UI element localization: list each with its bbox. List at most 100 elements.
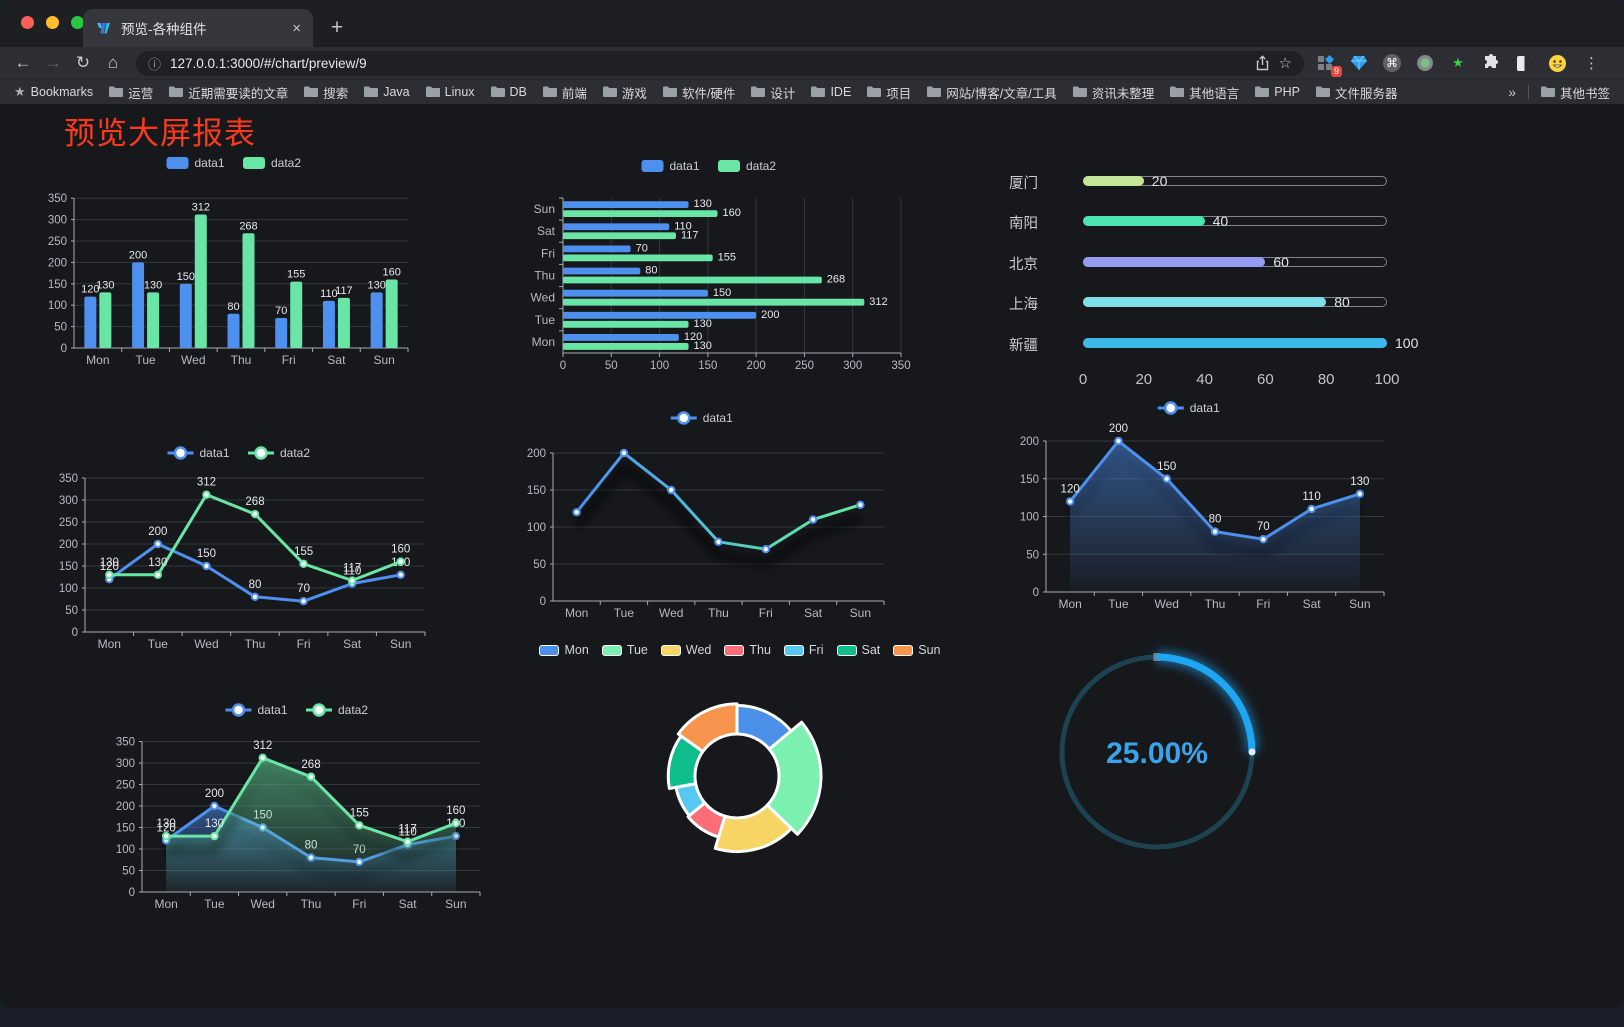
svg-text:Sat: Sat: [804, 606, 823, 620]
bookmark-folder[interactable]: 前端: [542, 83, 587, 102]
svg-text:312: 312: [192, 201, 210, 213]
forward-icon[interactable]: →: [44, 53, 62, 72]
bookmark-folder[interactable]: 设计: [751, 83, 795, 102]
bookmark-folder[interactable]: 项目: [867, 83, 911, 102]
svg-text:300: 300: [48, 215, 67, 227]
other-bookmarks-folder[interactable]: 其他书签: [1540, 83, 1610, 102]
svg-text:250: 250: [795, 360, 814, 372]
back-icon[interactable]: ←: [14, 53, 32, 72]
bookmark-folder[interactable]: 游戏: [602, 83, 647, 102]
svg-text:25.00%: 25.00%: [1106, 737, 1208, 770]
svg-text:data1: data1: [703, 411, 733, 425]
svg-text:Tue: Tue: [535, 313, 556, 327]
extensions-puzzle-icon[interactable]: [1481, 53, 1501, 73]
svg-text:Mon: Mon: [1058, 597, 1081, 611]
svg-text:data1: data1: [200, 446, 230, 460]
address-bar[interactable]: ⓘ 127.0.0.1:3000/#/chart/preview/9 ☆: [136, 50, 1304, 76]
svg-text:80: 80: [249, 579, 262, 591]
zoom-window-button[interactable]: [71, 16, 84, 29]
bookmark-folder[interactable]: 软件/硬件: [662, 83, 735, 102]
svg-text:130: 130: [205, 818, 224, 830]
pie-legend-item[interactable]: Mon: [539, 643, 589, 657]
extension-emoji-icon[interactable]: [1547, 53, 1567, 73]
extension-record-icon[interactable]: [1415, 53, 1435, 73]
bookmark-folder[interactable]: 近期需要读的文章: [169, 83, 288, 102]
bookmark-folder[interactable]: 文件服务器: [1315, 83, 1397, 102]
bookmark-folder[interactable]: 搜索: [304, 83, 348, 102]
svg-text:110: 110: [343, 566, 361, 578]
reload-icon[interactable]: ↻: [75, 53, 91, 72]
extension-green-star-icon[interactable]: ★: [1452, 55, 1464, 70]
svg-text:117: 117: [343, 563, 361, 575]
svg-text:120: 120: [100, 561, 119, 573]
home-icon[interactable]: ⌂: [107, 53, 119, 72]
line-chart-gradient: data1 0 50 100 150 200 Mon Tue Wed Thu Fri Sat Sun: [510, 405, 898, 627]
bookmark-star-icon[interactable]: ☆: [1278, 55, 1292, 72]
svg-text:130: 130: [157, 818, 176, 830]
bookmark-folder[interactable]: 资讯未整理: [1072, 83, 1154, 102]
progress-fill: [1083, 176, 1144, 186]
bookmark-folder[interactable]: 其他语言: [1170, 83, 1239, 102]
browser-tab[interactable]: 预览-各种组件 ×: [83, 9, 313, 47]
extension-darkmode-icon[interactable]: [1514, 53, 1534, 73]
progress-value: 60: [1273, 253, 1289, 270]
extension-gem-icon[interactable]: [1349, 53, 1369, 73]
pie-legend-item[interactable]: Fri: [783, 643, 824, 657]
bookmarks-manager[interactable]: ★ Bookmarks: [14, 84, 93, 100]
svg-text:50: 50: [533, 559, 546, 571]
browser-menu-icon[interactable]: ⋮: [1584, 55, 1599, 72]
progress-value: 80: [1334, 294, 1350, 311]
bookmark-folder[interactable]: IDE: [811, 83, 851, 102]
bookmark-folder[interactable]: Linux: [425, 83, 475, 102]
bookmark-folder[interactable]: Java: [364, 83, 410, 102]
rose-pie-chart: Mon Tue Wed Thu Fri Sat Sun: [539, 633, 941, 888]
svg-text:268: 268: [245, 496, 264, 508]
line-chart-two-area: data1 data2 0 50 100 150 200 250 300 350 Mon Tue Wed…: [100, 690, 498, 920]
new-tab-button[interactable]: +: [330, 16, 344, 39]
pie-legend-item[interactable]: Sat: [836, 643, 880, 657]
svg-text:250: 250: [116, 780, 135, 792]
svg-text:0: 0: [72, 627, 78, 639]
bookmark-folder[interactable]: 运营: [109, 83, 153, 102]
minimize-window-button[interactable]: [46, 16, 59, 29]
progress-label: 厦门: [1009, 176, 1038, 192]
pie-legend-item[interactable]: Tue: [601, 643, 648, 657]
svg-text:200: 200: [747, 360, 766, 372]
svg-text:100: 100: [48, 300, 67, 312]
pie-legend-item[interactable]: Thu: [724, 643, 771, 657]
svg-text:Tue: Tue: [204, 897, 225, 911]
svg-text:200: 200: [761, 309, 779, 321]
folder-icon: [490, 86, 505, 97]
extensions-row: 9 ⌘ ★ ⋮: [1316, 53, 1599, 77]
svg-text:Thu: Thu: [301, 897, 322, 911]
svg-text:0: 0: [1033, 587, 1039, 599]
bookmarks-star-icon: ★: [14, 84, 26, 99]
svg-text:312: 312: [253, 740, 272, 752]
site-info-icon[interactable]: ⓘ: [148, 56, 162, 72]
close-window-button[interactable]: [21, 16, 34, 29]
svg-text:350: 350: [891, 360, 910, 372]
tab-close-icon[interactable]: ×: [292, 19, 301, 37]
extension-command-icon[interactable]: ⌘: [1382, 53, 1402, 73]
svg-text:Thu: Thu: [708, 606, 729, 620]
svg-text:120: 120: [157, 822, 176, 834]
svg-text:130: 130: [96, 279, 114, 291]
bookmark-folder[interactable]: 网站/博客/文章/工具: [927, 83, 1057, 102]
svg-text:50: 50: [122, 866, 135, 878]
extension-grid-icon[interactable]: 9: [1316, 53, 1342, 77]
svg-text:312: 312: [869, 296, 887, 308]
pie-legend-item[interactable]: Sun: [893, 643, 941, 657]
share-icon[interactable]: [1255, 55, 1270, 71]
svg-text:200: 200: [205, 788, 224, 800]
tab-title: 预览-各种组件: [121, 22, 207, 37]
pie-legend-item[interactable]: Wed: [660, 643, 711, 657]
folder-icon: [1170, 86, 1185, 97]
folder-icon: [662, 86, 677, 97]
svg-text:350: 350: [59, 473, 78, 485]
folder-icon: [1540, 86, 1555, 97]
url-text[interactable]: 127.0.0.1:3000/#/chart/preview/9: [170, 55, 367, 71]
bookmark-folder[interactable]: DB: [490, 83, 527, 102]
bookmarks-overflow-icon[interactable]: »: [1508, 84, 1516, 100]
svg-text:Sat: Sat: [327, 353, 346, 367]
bookmark-folder[interactable]: PHP: [1255, 83, 1300, 102]
